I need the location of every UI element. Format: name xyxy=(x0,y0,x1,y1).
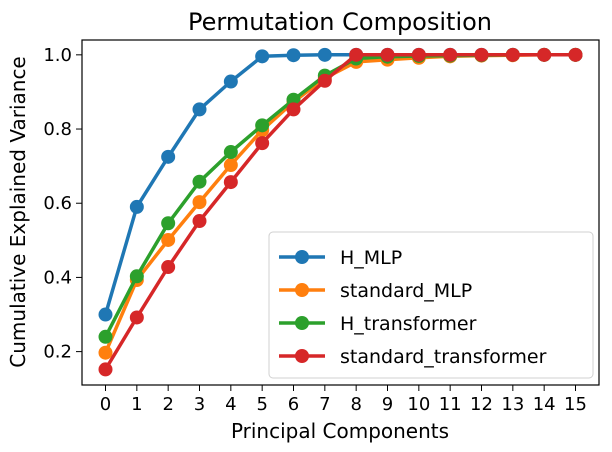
data-point-standard_transformer xyxy=(129,310,144,325)
data-point-H_transformer xyxy=(129,269,144,284)
x-tick-label: 6 xyxy=(288,394,299,415)
x-tick-label: 2 xyxy=(162,394,173,415)
x-tick-label: 11 xyxy=(439,394,462,415)
data-point-standard_transformer xyxy=(443,47,458,62)
data-point-standard_transformer xyxy=(380,47,395,62)
data-point-standard_transformer xyxy=(255,136,270,151)
x-tick-label: 12 xyxy=(470,394,493,415)
x-tick-label: 10 xyxy=(407,394,430,415)
data-point-H_transformer xyxy=(223,145,238,160)
data-point-H_MLP xyxy=(286,48,301,63)
y-tick-label: 0.2 xyxy=(43,342,72,363)
data-point-standard_transformer xyxy=(98,362,113,377)
y-tick-label: 0.8 xyxy=(43,119,72,140)
chart-title: Permutation Composition xyxy=(188,8,492,36)
legend-label: H_transformer xyxy=(340,313,477,335)
legend-label: H_MLP xyxy=(340,247,402,269)
legend-box xyxy=(268,231,594,379)
series-line-standard_transformer xyxy=(104,53,576,371)
x-tick-label: 8 xyxy=(350,394,361,415)
data-point-H_MLP xyxy=(129,199,144,214)
data-point-H_MLP xyxy=(98,307,113,322)
data-point-H_transformer xyxy=(286,92,301,107)
data-point-H_MLP xyxy=(317,47,332,62)
data-point-H_transformer xyxy=(98,329,113,344)
legend-marker xyxy=(295,316,309,330)
legend-label: standard_transformer xyxy=(340,346,547,368)
data-point-standard_MLP xyxy=(161,232,176,247)
data-point-standard_MLP xyxy=(223,158,238,173)
legend-marker xyxy=(295,349,309,363)
data-point-H_MLP xyxy=(255,49,270,64)
data-point-H_MLP xyxy=(161,149,176,164)
x-tick-label: 13 xyxy=(501,394,524,415)
plot-area xyxy=(98,47,583,377)
data-point-H_transformer xyxy=(161,216,176,231)
data-point-standard_MLP xyxy=(192,195,207,210)
legend-marker xyxy=(295,250,309,264)
data-point-standard_transformer xyxy=(568,47,583,62)
legend: H_MLP standard_MLP H_transformer standard_t… xyxy=(268,231,594,379)
data-point-standard_transformer xyxy=(286,102,301,117)
data-point-H_MLP xyxy=(192,102,207,117)
data-point-standard_transformer xyxy=(505,47,520,62)
y-axis-label: Cumulative Explained Variance xyxy=(6,56,30,367)
data-point-standard_transformer xyxy=(192,214,207,229)
data-point-standard_transformer xyxy=(223,175,238,190)
data-point-H_transformer xyxy=(255,118,270,133)
x-tick-label: 9 xyxy=(382,394,393,415)
legend-marker xyxy=(295,283,309,297)
x-tick-label: 0 xyxy=(100,394,111,415)
x-tick-label: 4 xyxy=(225,394,236,415)
data-point-H_transformer xyxy=(192,174,207,189)
data-point-standard_transformer xyxy=(317,73,332,88)
y-tick-label: 0.4 xyxy=(43,267,72,288)
data-point-standard_transformer xyxy=(349,47,364,62)
x-tick-label: 7 xyxy=(319,394,330,415)
data-point-standard_transformer xyxy=(161,260,176,275)
x-tick-label: 15 xyxy=(564,394,587,415)
y-tick-label: 1.0 xyxy=(43,45,72,66)
data-point-standard_MLP xyxy=(98,345,113,360)
x-tick-label: 3 xyxy=(194,394,205,415)
x-tick-label: 14 xyxy=(533,394,556,415)
x-tick-label: 1 xyxy=(131,394,142,415)
x-tick-label: 5 xyxy=(256,394,267,415)
y-tick-label: 0.6 xyxy=(43,193,72,214)
data-point-H_MLP xyxy=(223,74,238,89)
x-axis-label: Principal Components xyxy=(231,419,449,443)
plot-frame xyxy=(81,39,600,386)
data-point-standard_transformer xyxy=(537,47,552,62)
data-point-standard_transformer xyxy=(474,47,489,62)
data-point-standard_transformer xyxy=(411,47,426,62)
legend-label: standard_MLP xyxy=(340,280,472,302)
